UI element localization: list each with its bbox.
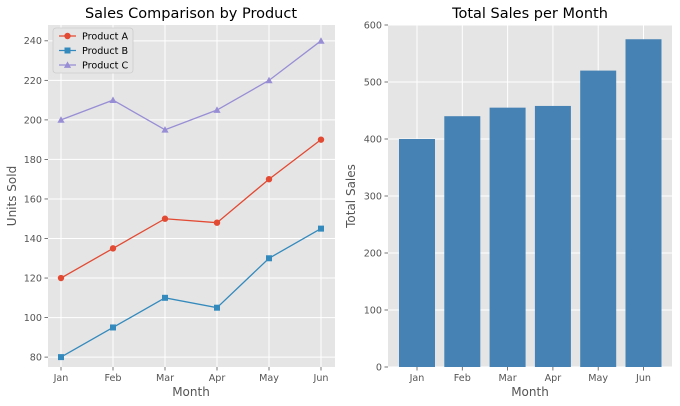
y-tick-label: 160 — [24, 194, 42, 205]
x-tick-label: Mar — [156, 373, 174, 384]
y-tick-label: 180 — [24, 155, 42, 166]
data-point-product-a — [109, 245, 117, 252]
data-point-product-b — [58, 354, 64, 361]
data-point-product-a — [57, 274, 65, 282]
y-tick-label: 220 — [24, 76, 42, 87]
legend-box — [52, 27, 134, 74]
bar-chart-title: Total Sales per Month — [451, 6, 608, 22]
x-tick-label: May — [588, 373, 608, 384]
line-chart-plot-area — [48, 25, 335, 367]
x-tick-label: Feb — [454, 373, 471, 384]
data-point-product-b — [162, 294, 168, 301]
data-point-product-c — [57, 116, 65, 123]
bar-jan — [399, 139, 435, 367]
x-tick-label: Apr — [209, 373, 226, 384]
y-tick-label: 200 — [24, 115, 42, 126]
bar-chart-y-axis-label: Total Sales — [344, 164, 358, 229]
data-point-product-a — [317, 136, 325, 143]
y-tick-label: 500 — [364, 77, 382, 88]
x-tick-label: Jan — [409, 373, 425, 384]
x-tick-label: Apr — [545, 373, 562, 384]
x-tick-label: Jun — [313, 373, 329, 384]
line-chart: 80 100 120 140 160 180 200 220 240 Jan Feb Mar Apr Ma… — [5, 6, 335, 399]
legend-label-product-a: Product A — [82, 31, 128, 42]
series-line-product-a — [60, 139, 322, 279]
data-point-product-b — [110, 324, 116, 331]
y-tick-label: 240 — [24, 36, 42, 47]
data-point-product-c — [317, 37, 325, 44]
bar-jun — [625, 39, 662, 367]
legend-label-product-c: Product C — [82, 60, 128, 71]
legend-marker-product-a — [64, 32, 71, 40]
y-tick-label: 400 — [364, 134, 382, 145]
x-tick-label: Feb — [105, 373, 122, 384]
data-point-product-b — [266, 255, 272, 262]
line-chart-ticks: 80 100 120 140 160 180 200 220 240 Jan Feb Mar Apr Ma… — [24, 36, 329, 384]
legend-marker-product-b — [64, 47, 71, 54]
line-chart-title: Sales Comparison by Product — [85, 6, 297, 22]
y-tick-label: 80 — [30, 353, 42, 364]
series-line-product-c — [60, 40, 322, 131]
data-point-product-b — [318, 225, 324, 232]
y-tick-label: 200 — [364, 248, 382, 259]
bar-may — [580, 70, 617, 367]
data-point-product-c — [213, 106, 221, 113]
data-point-product-c — [265, 76, 273, 84]
bar-apr — [534, 105, 571, 367]
series-line-product-b — [60, 228, 322, 358]
y-tick-label: 300 — [364, 191, 382, 202]
line-chart-x-axis-label: Month — [172, 385, 210, 399]
bar-feb — [444, 116, 481, 367]
data-point-product-c — [161, 126, 169, 133]
x-tick-label: Mar — [499, 373, 517, 384]
bar-mar — [489, 107, 526, 368]
y-tick-label: 0 — [376, 362, 382, 373]
line-chart-y-axis-label: Units Sold — [5, 166, 19, 226]
data-point-product-a — [213, 219, 221, 226]
line-chart-series — [57, 37, 325, 361]
y-tick-label: 140 — [24, 234, 42, 245]
y-tick-label: 100 — [364, 305, 382, 316]
data-point-product-b — [214, 304, 220, 311]
x-tick-label: Jan — [53, 373, 69, 384]
bar-chart-ticks: 0 100 200 300 400 500 600 Jan Feb Mar Apr May Jun — [364, 20, 651, 384]
bar-chart: 0 100 200 300 400 500 600 Jan Feb Mar Apr May Jun To… — [344, 6, 672, 399]
legend-marker-product-c — [63, 61, 72, 68]
legend-label-product-b: Product B — [82, 46, 128, 57]
data-point-product-c — [109, 96, 117, 104]
bar-chart-bars — [399, 39, 662, 368]
y-tick-label: 120 — [24, 273, 42, 284]
x-tick-label: May — [259, 373, 279, 384]
line-chart-legend: Product A Product B Product C — [52, 27, 134, 74]
data-point-product-a — [265, 175, 273, 183]
bar-chart-x-axis-label: Month — [511, 385, 549, 399]
data-point-product-a — [161, 215, 169, 222]
x-tick-label: Jun — [635, 373, 651, 384]
y-tick-label: 600 — [364, 20, 382, 31]
y-tick-label: 100 — [24, 313, 42, 324]
